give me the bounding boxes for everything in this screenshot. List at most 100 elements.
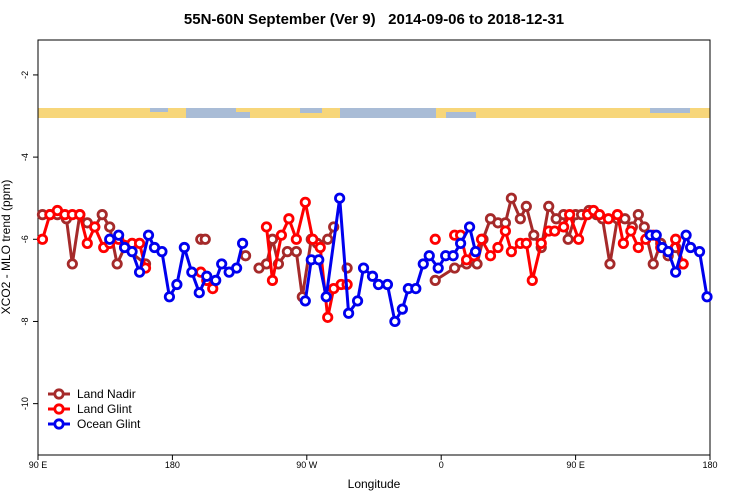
data-point — [216, 258, 228, 270]
data-point — [357, 262, 370, 274]
data-point — [492, 241, 504, 254]
data-point — [396, 303, 408, 315]
data-point — [701, 291, 713, 303]
data-point — [290, 233, 302, 245]
data-point — [66, 258, 78, 270]
data-point — [178, 241, 190, 254]
data-point — [463, 221, 476, 233]
data-point — [549, 225, 561, 237]
data-point — [602, 213, 615, 225]
data-point — [283, 213, 295, 225]
legend-label: Land Glint — [77, 402, 132, 416]
data-point — [372, 278, 385, 291]
series — [104, 192, 713, 328]
data-point — [410, 282, 422, 295]
data-point — [89, 221, 101, 233]
x-tick-label: 0 — [439, 460, 444, 470]
data-point — [299, 196, 311, 208]
data-point — [469, 246, 482, 258]
data-point — [455, 237, 467, 249]
data-point — [514, 213, 526, 225]
x-tick-label: 90 E — [566, 460, 585, 470]
plot-frame — [37, 39, 711, 456]
data-point — [432, 262, 444, 274]
data-point — [520, 200, 532, 213]
y-tick-label: -8 — [20, 317, 30, 325]
data-point — [423, 250, 435, 262]
data-point — [236, 237, 249, 249]
data-point — [447, 250, 459, 262]
data-point — [81, 237, 93, 249]
data-point — [693, 246, 706, 258]
data-point — [231, 262, 243, 274]
data-point — [239, 250, 252, 262]
data-point — [334, 192, 346, 204]
data-point — [104, 233, 116, 245]
data-point — [562, 233, 574, 245]
data-point — [381, 278, 394, 291]
data-point — [193, 287, 205, 299]
map-strip — [38, 108, 710, 118]
data-point — [104, 221, 116, 233]
data-point — [505, 246, 517, 258]
data-point — [535, 237, 547, 249]
legend-label: Land Nadir — [77, 387, 136, 401]
data-point — [320, 291, 332, 303]
data-point — [684, 241, 697, 254]
data-point — [275, 229, 288, 241]
data-point — [171, 278, 183, 291]
data-point — [113, 229, 125, 241]
y-tick-label: -10 — [20, 397, 30, 410]
data-point — [520, 237, 532, 249]
data-point — [558, 221, 570, 233]
data-point — [505, 192, 517, 204]
x-tick-label: 180 — [165, 460, 180, 470]
x-tick-label: 90 W — [296, 460, 318, 470]
data-point — [133, 237, 146, 249]
data-point — [299, 295, 311, 307]
data-point — [680, 229, 692, 241]
data-point — [313, 254, 325, 266]
data-point — [290, 246, 302, 258]
data-point — [156, 246, 168, 258]
data-point — [429, 233, 441, 245]
data-point — [499, 225, 512, 237]
chart-title: 55N-60N September (Ver 9) 2014-09-06 to … — [184, 11, 564, 28]
data-point — [36, 233, 49, 245]
data-point — [475, 233, 488, 245]
data-point — [617, 237, 629, 249]
data-point — [484, 250, 497, 262]
data-point — [625, 225, 637, 237]
data-point — [670, 266, 682, 278]
data-point — [343, 307, 355, 319]
data-point — [126, 246, 138, 258]
data-point — [210, 274, 222, 286]
data-point — [389, 315, 401, 328]
y-tick-label: -4 — [20, 153, 30, 161]
legend-marker — [53, 418, 65, 430]
legend-label: Ocean Glint — [77, 417, 141, 431]
legend-marker — [53, 403, 65, 415]
y-tick-label: -2 — [20, 71, 30, 79]
data-point — [632, 209, 644, 221]
data-point — [163, 291, 176, 303]
data-point — [564, 209, 576, 221]
data-point — [199, 233, 211, 245]
x-tick-label: 90 E — [29, 460, 48, 470]
data-point — [429, 274, 441, 286]
data-point — [604, 258, 616, 270]
data-point — [322, 311, 334, 323]
data-point — [593, 209, 606, 221]
data-point — [611, 209, 624, 221]
x-tick-label: 180 — [702, 460, 717, 470]
data-point — [111, 258, 123, 270]
data-point — [528, 229, 540, 241]
legend-marker — [53, 388, 65, 400]
data-point — [266, 274, 279, 286]
data-point — [650, 229, 662, 241]
data-point — [201, 270, 213, 282]
data-point — [670, 233, 682, 245]
data-point — [632, 241, 644, 254]
data-point — [647, 258, 659, 270]
